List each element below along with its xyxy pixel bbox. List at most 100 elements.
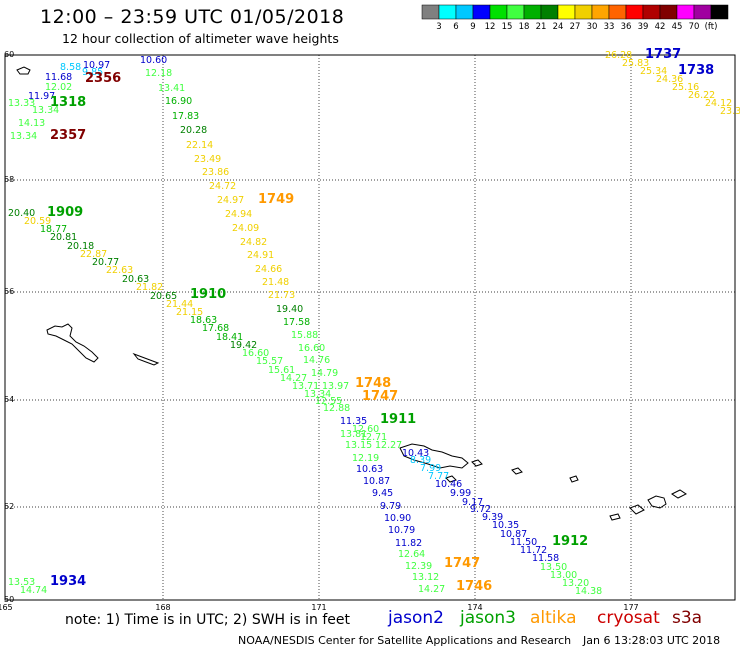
island-kiska	[132, 352, 160, 366]
generation-timestamp: Jan 6 13:28:03 UTC 2018	[583, 634, 721, 647]
map-frame	[4, 54, 736, 601]
wave-height-label: 21.82	[136, 282, 163, 293]
wave-height-label: 14.38	[575, 586, 602, 597]
wave-height-label: 8.58	[60, 62, 81, 73]
wave-height-label: 10.63	[356, 464, 383, 475]
island-small-5	[671, 489, 687, 499]
wave-height-label: 12.18	[145, 68, 172, 79]
wave-height-label: 9.99	[450, 488, 471, 499]
legend-jason2: jason2	[388, 608, 444, 628]
wave-height-label: 12.88	[323, 403, 350, 414]
wave-height-label: 24.72	[209, 181, 236, 192]
wave-height-label: 24.82	[240, 237, 267, 248]
colorbar-label: 70	[689, 22, 700, 32]
wave-height-label: 26.22	[688, 90, 715, 101]
page-title: 12:00 – 23:59 UTC 01/05/2018	[40, 6, 345, 28]
lon-tick-label: 174	[467, 603, 482, 612]
wave-height-label: 21.48	[262, 277, 289, 288]
island-small-4	[609, 513, 621, 521]
colorbar-label: 45	[672, 22, 683, 32]
lat-tick-label: 56	[4, 287, 14, 296]
wave-height-label: 13.15	[345, 440, 372, 451]
island-adak	[399, 443, 469, 469]
pass-time-label: 1911	[380, 412, 416, 427]
wave-height-label: 17.83	[172, 111, 199, 122]
pass-time-label: 2357	[50, 128, 86, 143]
wave-height-label: 21.44	[166, 299, 193, 310]
island-small-7	[511, 467, 523, 475]
colorbar-label: 6	[453, 22, 458, 32]
island-komandorski	[16, 66, 31, 75]
wave-height-label: 14.79	[311, 368, 338, 379]
wave-height-label: 16.60	[242, 348, 269, 359]
wave-height-label: 15.61	[268, 365, 295, 376]
colorbar-label: 18	[519, 22, 530, 32]
pass-time-label: 1912	[552, 534, 588, 549]
island-small-6	[569, 475, 579, 483]
footer-note: note: 1) Time is in UTC; 2) SWH is in fe…	[65, 612, 351, 628]
wave-height-label: 13.97	[322, 381, 349, 392]
pass-time-label: 1747	[444, 556, 480, 571]
wave-height-label: 15.57	[256, 356, 283, 367]
wave-height-label: 11.68	[45, 72, 72, 83]
pass-time-label: 1738	[678, 63, 714, 78]
wave-height-label: 23.86	[202, 167, 229, 178]
wave-height-label: 10.90	[384, 513, 411, 524]
colorbar-label: 15	[502, 22, 513, 32]
colorbar-label: 30	[587, 22, 598, 32]
wave-height-label: 18.63	[190, 315, 217, 326]
wave-height-label: 22.14	[186, 140, 213, 151]
wave-height-label: 20.81	[50, 232, 77, 243]
wave-height-label: 17.68	[202, 323, 229, 334]
wave-height-label: 8.39	[410, 455, 431, 466]
axis-labels: 165 168 171 174 177 60 58 56 54 52 50	[0, 50, 639, 612]
wave-height-label: 24.12	[705, 98, 732, 109]
wave-height-label: 9.45	[372, 488, 393, 499]
pass-time-label: 2356	[85, 71, 121, 86]
wave-height-label: 13.71	[292, 381, 319, 392]
wave-height-label: 20.18	[67, 241, 94, 252]
wave-height-label: 13.00	[550, 570, 577, 581]
wave-height-label: 15.88	[291, 330, 318, 341]
wave-height-label: 12.27	[375, 440, 402, 451]
wave-height-label: 23.49	[194, 154, 221, 165]
legend-altika: altika	[530, 608, 577, 628]
lon-tick-label: 171	[311, 603, 326, 612]
island-small-3	[629, 504, 645, 515]
pass-time-label: 1737	[645, 47, 681, 62]
legend-s3a: s3a	[672, 608, 703, 628]
lat-tick-label: 54	[4, 395, 14, 404]
wave-height-label: 11.82	[395, 538, 422, 549]
wave-height-label: 10.79	[388, 525, 415, 536]
wave-height-label: 17.58	[283, 317, 310, 328]
wave-height-label: 19.40	[276, 304, 303, 315]
wave-height-label: 22.63	[106, 265, 133, 276]
pass-time-label: 1746	[456, 579, 492, 594]
wave-height-label: 22.87	[80, 249, 107, 260]
wave-height-label: 14.27	[280, 373, 307, 384]
island-small-2	[445, 475, 457, 483]
wave-height-label: 11.97	[28, 91, 55, 102]
colorbar-label: 33	[604, 22, 615, 32]
wave-height-label: 24.36	[656, 74, 683, 85]
wave-height-label: 10.87	[363, 476, 390, 487]
pass-time-label: 1934	[50, 574, 86, 589]
colorbar-label: 27	[570, 22, 581, 32]
wave-height-label: 12.19	[352, 453, 379, 464]
lon-tick-label: 165	[0, 603, 13, 612]
wave-height-label: 16.90	[165, 96, 192, 107]
colorbar-label: (ft)	[705, 22, 718, 32]
wave-height-label: 13.50	[540, 562, 567, 573]
wave-height-label: 13.41	[158, 83, 185, 94]
wave-height-label: 10.60	[140, 55, 167, 66]
wave-height-label: 14.27	[418, 584, 445, 595]
wave-height-label: 20.59	[24, 216, 51, 227]
colorbar-label: 21	[536, 22, 547, 32]
wave-height-label: 9.85	[82, 67, 103, 78]
wave-height-label: 13.20	[562, 578, 589, 589]
wave-height-label: 16.60	[298, 343, 325, 354]
wave-height-label: 10.87	[500, 529, 527, 540]
